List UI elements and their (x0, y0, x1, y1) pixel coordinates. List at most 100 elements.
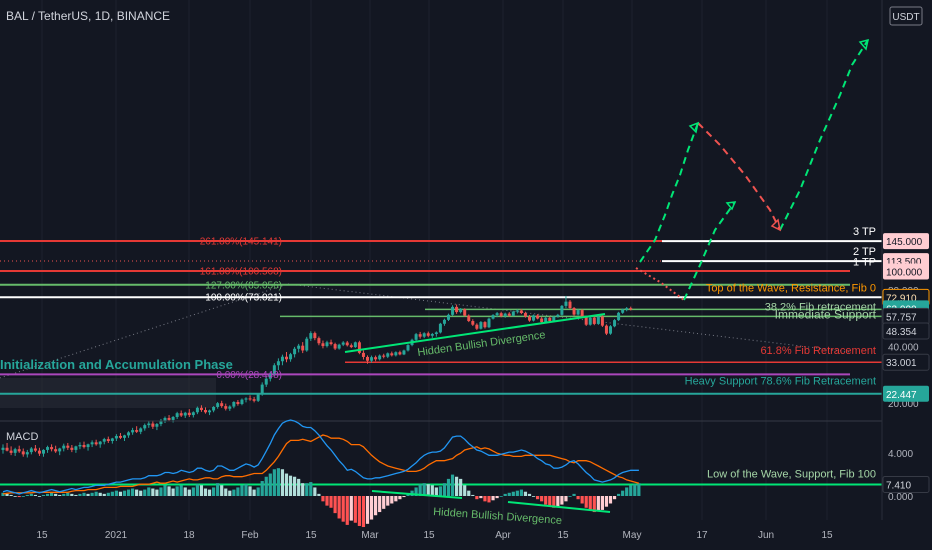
macd-histogram-bar (608, 496, 613, 504)
candle-body (548, 317, 552, 322)
macd-histogram-bar (41, 494, 46, 496)
fib-label: 161.80%(100.568) (200, 267, 282, 278)
macd-histogram-bar (151, 488, 155, 496)
price-tag-label: 145.000 (886, 237, 923, 248)
time-tick-label: 17 (696, 530, 708, 541)
macd-histogram-bar (531, 496, 536, 497)
macd-histogram-bar (118, 491, 123, 496)
macd-histogram-bar (143, 489, 147, 496)
candle-body (463, 309, 467, 316)
macd-histogram-bar (1, 492, 5, 496)
time-tick-label: May (623, 530, 642, 541)
candle-body (110, 438, 114, 442)
candle-body (147, 423, 151, 426)
candle-body (471, 321, 475, 325)
currency-button[interactable] (889, 6, 923, 26)
candle-body (438, 323, 442, 333)
macd-histogram-bar (248, 486, 252, 496)
macd-histogram-bar (511, 491, 515, 496)
macd-histogram-bar (612, 496, 617, 500)
macd-histogram-bar (329, 496, 333, 508)
macd-histogram-bar (536, 496, 540, 500)
macd-histogram-bar (438, 486, 442, 496)
candle-body (499, 313, 503, 317)
macd-histogram-bar (552, 496, 556, 508)
candle-body (5, 447, 9, 451)
candle-body (532, 315, 536, 321)
price-tag-label: 7.410 (886, 480, 911, 491)
macd-histogram-bar (629, 485, 633, 496)
macd-histogram-bar (317, 493, 321, 496)
candle-body (268, 373, 272, 379)
macd-histogram-bar (216, 483, 220, 496)
candle-body (123, 435, 126, 438)
macd-histogram-bar (345, 496, 349, 525)
macd-histogram-bar (305, 483, 309, 496)
macd-histogram-bar (390, 496, 394, 504)
candle-body (596, 316, 600, 324)
macd-histogram-bar (110, 491, 114, 496)
candle-body (305, 338, 309, 351)
candle-body (568, 301, 572, 309)
candle-body (321, 343, 325, 347)
time-tick-label: 15 (423, 530, 435, 541)
macd-histogram-bar (114, 490, 118, 496)
candle-body (418, 334, 422, 337)
price-tag-label: 48.354 (886, 327, 917, 338)
candle-body (293, 348, 297, 355)
candle-body (163, 417, 167, 421)
candle-body (175, 413, 179, 417)
macd-histogram-bar (147, 487, 151, 496)
macd-histogram-bar (576, 496, 580, 500)
macd-histogram-bar (284, 473, 289, 496)
candle-body (297, 345, 301, 349)
candle-body (394, 352, 398, 356)
time-tick-label: 15 (305, 530, 317, 541)
candle-body (414, 334, 418, 340)
candle-body (204, 410, 207, 413)
macd-histogram-bar (353, 496, 357, 523)
macd-histogram-bar (467, 490, 471, 496)
candle-body (523, 313, 527, 317)
candle-body (507, 313, 511, 316)
candle-body (604, 325, 608, 334)
phase-annotation: Initialization and Accumulation Phase (0, 357, 233, 372)
candle-body (199, 407, 203, 411)
macd-histogram-bar (5, 493, 9, 496)
candle-body (309, 333, 313, 339)
level-label: 2 TP (853, 246, 876, 258)
candle-body (244, 398, 248, 400)
candle-body (451, 306, 455, 315)
candle-body (106, 439, 110, 442)
projection-path-down-1 (697, 122, 781, 231)
level-label: Low of the Wave, Support, Fib 100 (707, 468, 876, 480)
candle-body (475, 324, 479, 329)
candle-body (341, 342, 345, 345)
candle-body (479, 322, 483, 329)
candle-body (528, 316, 531, 321)
macd-histogram-bar (131, 488, 135, 496)
candle-body (280, 356, 284, 362)
candle-body (260, 384, 264, 395)
macd-histogram-bar (357, 496, 361, 526)
horizontal-levels (0, 240, 882, 486)
candle-body (256, 394, 260, 401)
macd-histogram-bar (499, 496, 503, 497)
macd-histogram-bar (126, 489, 131, 496)
macd-histogram-bar (600, 496, 604, 510)
macd-histogram-bar (564, 496, 568, 502)
price-tag (882, 353, 930, 371)
macd-histogram-bar (309, 482, 313, 496)
macd-histogram-bar (45, 493, 50, 496)
level-label: Heavy Support 78.6% Fib Retracement (685, 375, 876, 387)
candle-body (503, 313, 507, 317)
macd-histogram-bar (74, 494, 78, 496)
macd-histogram-bar (33, 494, 37, 496)
arrow-head (725, 201, 737, 211)
candle-body (82, 444, 86, 448)
candle-body (621, 309, 625, 313)
arrow-head (770, 218, 782, 232)
candle-body (143, 425, 147, 429)
macd-histogram-bar (155, 489, 159, 496)
